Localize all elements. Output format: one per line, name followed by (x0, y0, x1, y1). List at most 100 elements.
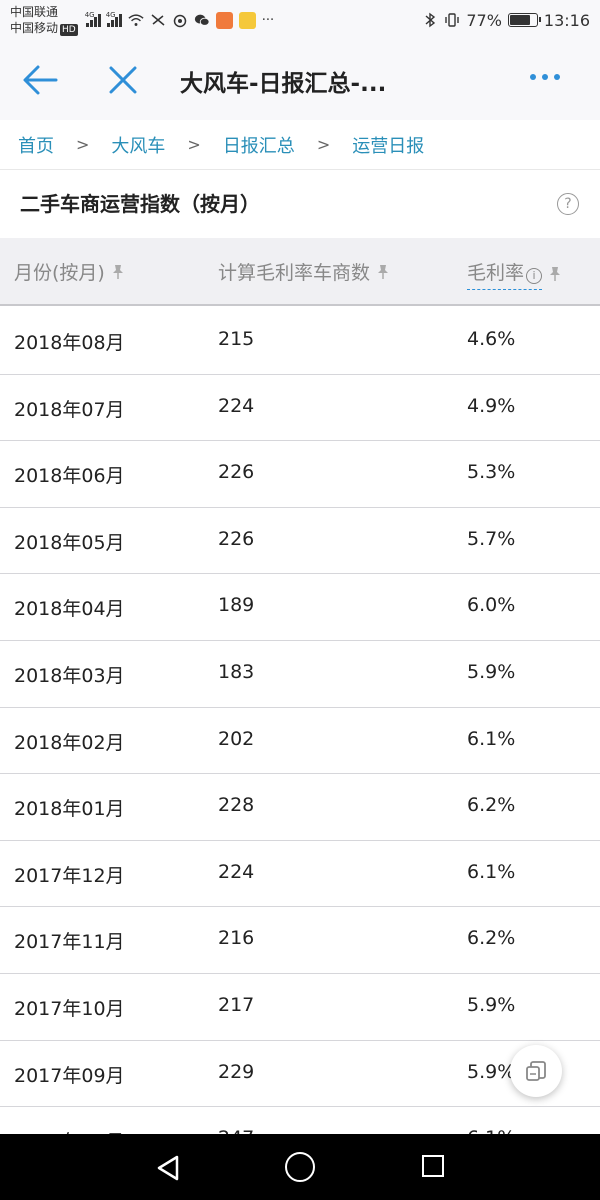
cell-month: 2017年11月 (14, 931, 125, 954)
cell-gross-margin: 5.9% (467, 1060, 516, 1083)
pin-icon[interactable] (111, 264, 125, 280)
bluetooth-icon (422, 12, 438, 28)
cell-gross-margin: 4.6% (467, 328, 516, 350)
table-row[interactable]: 2018年07月 224 4.9% (0, 375, 600, 442)
cell-gross-margin: 6.1% (467, 860, 516, 883)
cell-dealer-count: 215 (218, 328, 255, 350)
cell-dealer-count: 217 (218, 993, 255, 1016)
cell-month: 2018年02月 (14, 731, 125, 754)
pin-icon[interactable] (548, 266, 562, 282)
table-row[interactable]: 2018年03月 183 5.9% (0, 641, 600, 708)
cell-month: 2017年12月 (14, 864, 125, 887)
table-row[interactable]: 2017年10月 217 5.9% (0, 974, 600, 1041)
breadcrumb-daily-summary[interactable]: 日报汇总 (222, 135, 295, 157)
cell-dealer-count: 216 (218, 927, 255, 950)
mute-icon (150, 12, 166, 28)
system-recent-apps-icon[interactable] (422, 1155, 444, 1177)
cell-gross-margin: 6.2% (467, 794, 516, 817)
wechat-icon (194, 12, 210, 28)
cell-month: 2018年07月 (14, 398, 125, 421)
cell-month: 2017年09月 (14, 1064, 125, 1087)
cell-gross-margin: 5.9% (467, 660, 516, 683)
carrier-mobile: 中国移动 HD (10, 21, 78, 36)
weibo-icon (172, 12, 188, 28)
breadcrumb-operation-daily[interactable]: 运营日报 (352, 135, 425, 157)
breadcrumb-separator: > (316, 135, 331, 154)
table-row[interactable]: 2017年11月 216 6.2% (0, 907, 600, 974)
top-nav-bar: 大风车-日报汇总-... (0, 40, 600, 120)
system-navigation-bar (0, 1134, 600, 1200)
table-header: 月份(按月) 计算毛利率车商数 毛利率 i (0, 238, 600, 306)
table-row[interactable]: 2018年01月 228 6.2% (0, 774, 600, 841)
cell-month: 2017年08月 (14, 1127, 125, 1134)
column-header-label: 毛利率 (467, 262, 525, 284)
pin-icon[interactable] (376, 264, 390, 280)
clock: 13:16 (543, 10, 590, 30)
carrier-info: 中国联通 中国移动 HD (10, 4, 78, 36)
cell-month: 2018年06月 (14, 465, 125, 488)
cell-gross-margin: 6.1% (467, 727, 516, 750)
cell-dealer-count: 226 (218, 527, 255, 550)
cell-dealer-count: 189 (218, 594, 255, 617)
cell-gross-margin: 6.2% (467, 927, 516, 950)
carrier-unicom: 中国联通 (10, 5, 59, 19)
table-row[interactable]: 2017年09月 229 5.9% (0, 1041, 600, 1108)
close-icon[interactable] (105, 62, 141, 98)
floating-action-button[interactable] (510, 1045, 562, 1097)
table-row[interactable]: 2017年08月 247 6.1% (0, 1107, 600, 1134)
cell-month: 2018年08月 (14, 332, 125, 354)
cell-month: 2018年05月 (14, 531, 125, 554)
app-notification-icon-2 (238, 11, 256, 29)
battery-icon (507, 13, 541, 27)
cell-month: 2018年03月 (14, 664, 125, 687)
help-icon[interactable]: ? (557, 193, 579, 215)
breadcrumb-dafengche[interactable]: 大风车 (111, 135, 166, 157)
cell-dealer-count: 224 (218, 394, 255, 417)
cell-gross-margin: 6.0% (467, 594, 516, 617)
cell-gross-margin: 5.7% (467, 527, 516, 550)
column-header-month[interactable]: 月份(按月) (14, 258, 125, 285)
breadcrumb-home[interactable]: 首页 (18, 135, 54, 157)
cell-dealer-count: 202 (218, 727, 255, 750)
column-header-gross-margin[interactable]: 毛利率 i (467, 258, 562, 290)
vibrate-icon (444, 12, 460, 28)
column-header-label-wrap: 毛利率 i (467, 258, 543, 290)
breadcrumb-separator: > (76, 135, 90, 154)
breadcrumb: 首页 > 大风车 > 日报汇总 > 运营日报 (0, 120, 600, 170)
card-title: 二手车商运营指数（按月） (20, 192, 260, 216)
cell-gross-margin: 6.1% (467, 1127, 515, 1134)
cell-dealer-count: 247 (218, 1127, 254, 1134)
cell-gross-margin: 5.3% (467, 461, 516, 484)
cell-month: 2018年01月 (14, 798, 125, 821)
table-row[interactable]: 2018年02月 202 6.1% (0, 708, 600, 775)
hd-badge: HD (60, 24, 78, 36)
cell-gross-margin: 4.9% (467, 394, 516, 417)
system-back-icon[interactable] (155, 1154, 181, 1182)
more-notifications: ··· (261, 12, 275, 28)
column-header-label: 月份(按月) (14, 262, 105, 284)
table-row[interactable]: 2018年04月 189 6.0% (0, 574, 600, 641)
table-row[interactable]: 2018年06月 226 5.3% (0, 441, 600, 508)
table-body[interactable]: 2018年08月 215 4.6% 2018年07月 224 4.9% 2018年06月 22… (0, 308, 600, 1134)
cell-dealer-count: 226 (218, 461, 255, 484)
column-header-dealer-count[interactable]: 计算毛利率车商数 (218, 258, 390, 285)
system-home-icon[interactable] (285, 1152, 315, 1182)
back-arrow-icon[interactable] (20, 62, 60, 98)
table-row[interactable]: 2017年12月 224 6.1% (0, 841, 600, 908)
battery-percent: 77% (466, 10, 502, 30)
wifi-icon (128, 12, 144, 28)
table-row[interactable]: 2018年08月 215 4.6% (0, 308, 600, 375)
copy-page-icon (526, 1061, 546, 1081)
cell-dealer-count: 183 (218, 660, 255, 683)
cell-month: 2018年04月 (14, 598, 125, 621)
cell-month: 2017年10月 (14, 997, 125, 1020)
cell-dealer-count: 224 (218, 860, 255, 883)
cell-gross-margin: 5.9% (467, 993, 516, 1016)
more-options-icon[interactable] (530, 74, 560, 80)
table-row[interactable]: 2018年05月 226 5.7% (0, 508, 600, 575)
signal-icon-2: 4G (106, 11, 122, 27)
breadcrumb-separator: > (187, 135, 201, 154)
page-title: 大风车-日报汇总-... (180, 71, 387, 97)
info-icon[interactable]: i (526, 267, 543, 284)
signal-icon: 4G (85, 11, 101, 27)
